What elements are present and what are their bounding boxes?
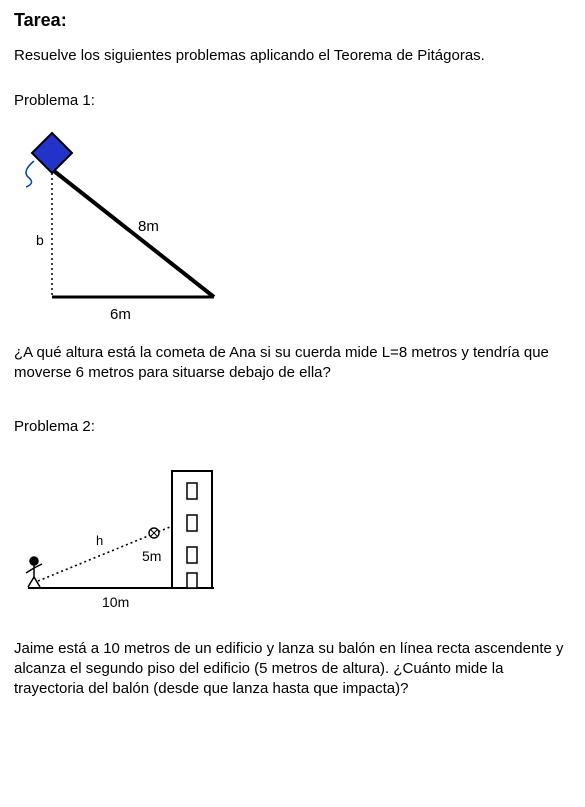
problem1-question: ¿A qué altura está la cometa de Ana si s… — [14, 343, 571, 384]
problem2-heading: Problema 2: — [14, 418, 571, 435]
intro-text: Resuelve los siguientes problemas aplica… — [14, 47, 571, 64]
kite-icon — [32, 133, 72, 173]
label-b: b — [36, 232, 44, 248]
label-height: 5m — [142, 548, 161, 564]
label-base: 6m — [110, 306, 131, 323]
kite-tail — [26, 161, 34, 187]
problem2-question: Jaime está a 10 metros de un edificio y … — [14, 639, 571, 700]
label-base-2: 10m — [102, 594, 129, 610]
ball-icon — [149, 528, 159, 538]
building-icon — [172, 471, 212, 588]
stick-figure-icon — [26, 557, 42, 587]
problem2-figure: h 5m 10m — [14, 453, 571, 623]
label-h: h — [96, 533, 103, 548]
worksheet-page: Tarea: Resuelve los siguientes problemas… — [0, 0, 585, 719]
label-hypotenuse: 8m — [138, 218, 159, 235]
problem1-figure: b 8m 6m — [14, 127, 571, 327]
page-title: Tarea: — [14, 10, 571, 31]
triangle-hypotenuse — [54, 171, 214, 297]
problem1-heading: Problema 1: — [14, 92, 571, 109]
